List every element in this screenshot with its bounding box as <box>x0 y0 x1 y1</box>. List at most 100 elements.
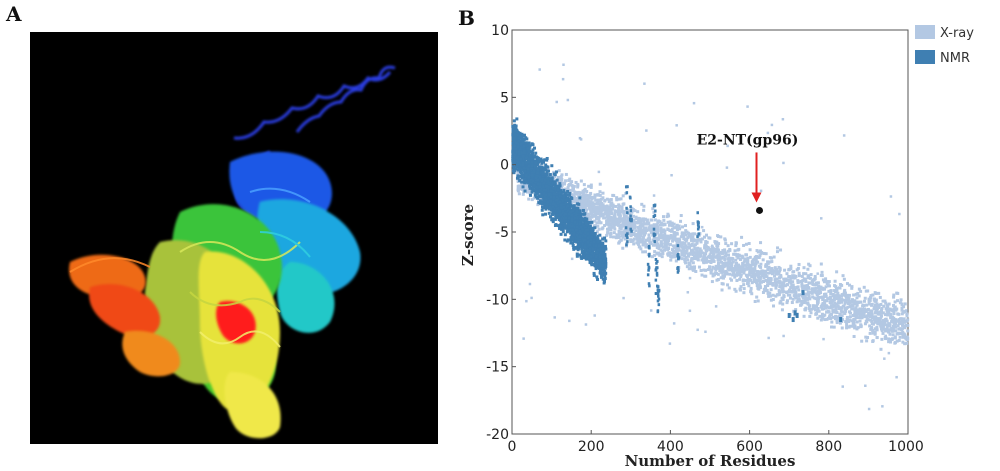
scatter-point <box>755 273 759 277</box>
scatter-point <box>821 286 825 290</box>
scatter-point <box>566 98 570 102</box>
scatter-point <box>576 185 580 189</box>
scatter-point <box>607 200 611 204</box>
scatter-point <box>722 265 726 269</box>
scatter-point <box>671 254 675 258</box>
scatter-point <box>566 186 570 190</box>
scatter-point <box>871 322 875 326</box>
scatter-point <box>762 276 766 280</box>
scatter-point <box>813 304 817 308</box>
scatter-point <box>699 269 703 273</box>
scatter-point <box>584 193 588 197</box>
scatter-point <box>795 285 799 289</box>
scatter-point <box>800 282 804 286</box>
scatter-point <box>518 187 522 191</box>
scatter-point <box>808 290 812 294</box>
scatter-point <box>673 231 677 235</box>
scatter-point <box>850 286 854 290</box>
scatter-point <box>815 281 819 285</box>
scatter-point <box>572 246 576 250</box>
scatter-point <box>744 278 748 282</box>
scatter-point <box>668 342 672 345</box>
scatter-point <box>632 219 636 223</box>
scatter-point <box>592 203 596 207</box>
scatter-point <box>804 272 808 276</box>
scatter-point <box>748 271 752 275</box>
scatter-point <box>906 318 910 322</box>
scatter-point <box>726 244 730 248</box>
scatter-point <box>629 238 633 242</box>
scatter-point <box>881 405 884 408</box>
scatter-point <box>559 187 563 191</box>
scatter-point <box>741 261 745 265</box>
scatter-point <box>591 210 595 214</box>
scatter-point <box>780 287 784 291</box>
scatter-point <box>692 244 696 248</box>
scatter-point <box>595 202 599 206</box>
scatter-point <box>720 288 724 292</box>
scatter-point <box>626 218 630 222</box>
scatter-point <box>772 269 776 273</box>
scatter-point <box>574 191 578 195</box>
scatter-point <box>837 295 841 299</box>
scatter-point <box>581 222 585 226</box>
scatter-point <box>739 285 743 289</box>
scatter-point <box>842 292 846 296</box>
scatter-point <box>717 242 721 246</box>
scatter-point <box>901 340 905 344</box>
scatter-point <box>749 267 753 271</box>
scatter-point <box>734 262 738 266</box>
scatter-point <box>819 318 823 322</box>
scatter-point <box>697 265 701 269</box>
scatter-point <box>830 300 834 304</box>
scatter-point <box>545 156 549 160</box>
scatter-point <box>704 248 708 252</box>
scatter-point <box>867 297 871 301</box>
scatter-point <box>867 311 871 315</box>
scatter-point <box>746 256 750 260</box>
scatter-point <box>733 275 737 279</box>
scatter-point <box>626 225 630 229</box>
scatter-point <box>728 259 732 263</box>
scatter-point <box>639 240 643 244</box>
scatter-point <box>745 275 749 279</box>
scatter-point <box>819 262 823 266</box>
scatter-point <box>748 278 752 282</box>
scatter-point <box>691 232 695 236</box>
scatter-point <box>545 158 549 162</box>
scatter-point <box>553 173 557 177</box>
scatter-point <box>744 253 748 257</box>
scatter-point <box>543 202 547 206</box>
scatter-point <box>559 232 563 236</box>
scatter-point <box>832 325 836 329</box>
scatter-point <box>684 261 688 265</box>
scatter-point <box>663 245 667 249</box>
scatter-point <box>593 314 596 317</box>
scatter-point <box>801 296 805 300</box>
scatter-point <box>739 265 743 269</box>
scatter-point <box>692 266 696 270</box>
scatter-point <box>829 298 833 302</box>
scatter-point <box>792 290 796 294</box>
scatter-point <box>620 207 624 211</box>
scatter-point <box>520 187 524 191</box>
scatter-point <box>685 233 688 237</box>
scatter-point <box>589 185 593 189</box>
scatter-point <box>844 298 848 302</box>
scatter-point <box>773 266 777 270</box>
scatter-point <box>883 299 887 303</box>
scatter-point <box>721 249 725 253</box>
scatter-point <box>806 292 810 296</box>
scatter-point <box>859 325 863 329</box>
scatter-point <box>641 224 645 228</box>
scatter-point <box>608 198 612 202</box>
scatter-point <box>853 308 857 312</box>
scatter-point <box>889 313 893 317</box>
scatter-point <box>717 252 721 256</box>
scatter-point <box>855 327 859 331</box>
scatter-point <box>603 198 607 202</box>
scatter-point <box>623 211 627 215</box>
scatter-point <box>665 234 669 238</box>
scatter-point <box>836 301 840 305</box>
scatter-point <box>817 309 821 313</box>
